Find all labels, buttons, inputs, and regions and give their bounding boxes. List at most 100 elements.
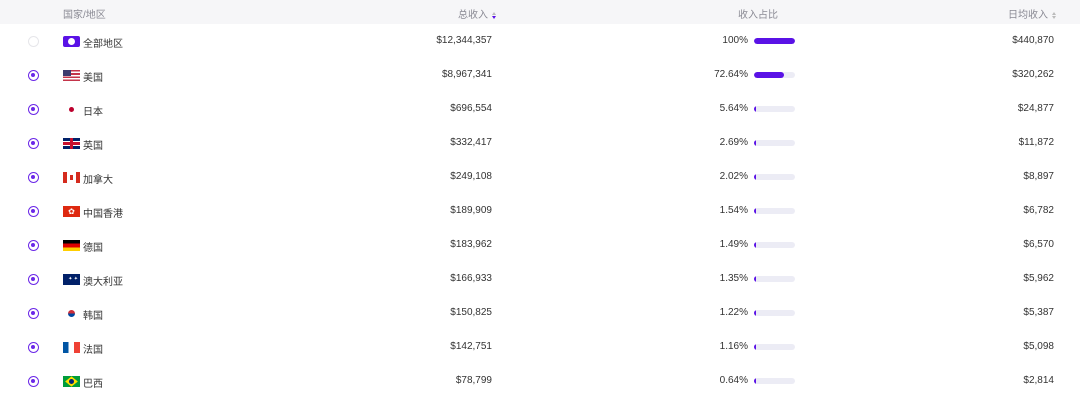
revenue-share-bar <box>754 276 795 282</box>
hk-flag-icon: ✿ <box>63 206 80 217</box>
daily-revenue: $320,262 <box>1012 69 1054 80</box>
revenue-share-bar <box>754 174 795 180</box>
gb-flag-icon <box>63 138 80 149</box>
row-select-radio[interactable] <box>28 138 39 149</box>
row-select-radio[interactable] <box>28 376 39 387</box>
daily-revenue: $2,814 <box>1023 375 1054 386</box>
country-name: 澳大利亚 <box>83 277 123 288</box>
revenue-share-percent: 1.35% <box>719 273 748 284</box>
table-header: 国家/地区 总收入 收入占比 日均收入 <box>0 0 1080 24</box>
row-select-radio[interactable] <box>28 36 39 47</box>
revenue-share-percent: 1.54% <box>719 205 748 216</box>
total-revenue: $249,108 <box>450 171 492 182</box>
total-revenue: $332,417 <box>450 137 492 148</box>
total-revenue: $150,825 <box>450 307 492 318</box>
country-name: 德国 <box>83 243 103 254</box>
revenue-share-percent: 1.16% <box>719 341 748 352</box>
total-revenue: $8,967,341 <box>441 69 492 80</box>
total-revenue: $189,909 <box>450 205 492 216</box>
au-flag-icon: ✦ ✦ <box>63 274 80 285</box>
table-row[interactable]: 韩国 $150,825 1.22% $5,387 <box>0 296 1080 330</box>
country-name: 法国 <box>83 345 103 356</box>
row-select-radio[interactable] <box>28 172 39 183</box>
daily-revenue: $5,387 <box>1023 307 1054 318</box>
revenue-share-bar-fill <box>754 140 756 146</box>
row-select-radio[interactable] <box>28 308 39 319</box>
daily-revenue: $6,782 <box>1023 205 1054 216</box>
revenue-share-bar-fill <box>754 344 756 350</box>
revenue-share-percent: 2.69% <box>719 137 748 148</box>
revenue-share-bar <box>754 208 795 214</box>
revenue-share-bar <box>754 344 795 350</box>
table-row[interactable]: ✿ 中国香港 $189,909 1.54% $6,782 <box>0 194 1080 228</box>
ca-flag-icon <box>63 172 80 183</box>
revenue-share-bar <box>754 38 795 44</box>
revenue-share-percent: 0.64% <box>719 375 748 386</box>
daily-revenue-column-header[interactable]: 日均收入 <box>1008 6 1058 21</box>
sort-icon[interactable] <box>1052 12 1058 19</box>
daily-revenue: $6,570 <box>1023 239 1054 250</box>
country-name: 日本 <box>83 107 103 118</box>
country-name: 美国 <box>83 73 103 84</box>
table-row[interactable]: 美国 $8,967,341 72.64% $320,262 <box>0 58 1080 92</box>
revenue-share-bar <box>754 72 795 78</box>
revenue-share-percent: 2.02% <box>719 171 748 182</box>
daily-revenue: $11,872 <box>1018 137 1054 148</box>
sort-icon[interactable] <box>492 12 498 19</box>
revenue-share-bar-fill <box>754 72 784 78</box>
table-row[interactable]: 加拿大 $249,108 2.02% $8,897 <box>0 160 1080 194</box>
row-select-radio[interactable] <box>28 70 39 81</box>
country-column-header: 国家/地区 <box>63 10 106 21</box>
table-row[interactable]: 德国 $183,962 1.49% $6,570 <box>0 228 1080 262</box>
revenue-share-bar-fill <box>754 106 757 112</box>
total-revenue-column-header[interactable]: 总收入 <box>458 6 498 21</box>
revenue-share-bar-fill <box>754 276 756 282</box>
country-name: 加拿大 <box>83 175 113 186</box>
total-revenue: $696,554 <box>450 103 492 114</box>
total-revenue: $12,344,357 <box>436 35 492 46</box>
revenue-share-bar-fill <box>754 378 756 384</box>
revenue-share-percent: 5.64% <box>719 103 748 114</box>
all-regions-icon <box>63 36 80 47</box>
total-revenue: $142,751 <box>450 341 492 352</box>
daily-revenue-label: 日均收入 <box>1008 10 1048 21</box>
table-row[interactable]: 日本 $696,554 5.64% $24,877 <box>0 92 1080 126</box>
jp-flag-icon <box>63 104 80 115</box>
total-revenue: $78,799 <box>455 375 492 386</box>
us-flag-icon <box>63 70 80 81</box>
fr-flag-icon <box>63 342 80 353</box>
revenue-share-column-header: 收入占比 <box>738 10 778 21</box>
country-name: 英国 <box>83 141 103 152</box>
daily-revenue: $5,962 <box>1023 273 1054 284</box>
country-name: 巴西 <box>83 379 103 390</box>
table-row[interactable]: 英国 $332,417 2.69% $11,872 <box>0 126 1080 160</box>
row-select-radio[interactable] <box>28 104 39 115</box>
row-select-radio[interactable] <box>28 274 39 285</box>
row-select-radio[interactable] <box>28 240 39 251</box>
table-row[interactable]: 全部地区 $12,344,357 100% $440,870 <box>0 24 1080 58</box>
revenue-share-percent: 72.64% <box>714 69 748 80</box>
row-select-radio[interactable] <box>28 206 39 217</box>
de-flag-icon <box>63 240 80 251</box>
table-row[interactable]: 巴西 $78,799 0.64% $2,814 <box>0 364 1080 398</box>
row-select-radio[interactable] <box>28 342 39 353</box>
revenue-share-bar-fill <box>754 242 756 248</box>
table-row[interactable]: 法国 $142,751 1.16% $5,098 <box>0 330 1080 364</box>
daily-revenue: $8,897 <box>1023 171 1054 182</box>
kr-flag-icon <box>63 308 80 319</box>
revenue-share-bar <box>754 106 795 112</box>
revenue-share-bar <box>754 378 795 384</box>
daily-revenue: $440,870 <box>1012 35 1054 46</box>
daily-revenue: $24,877 <box>1017 103 1054 114</box>
revenue-share-bar-fill <box>754 208 756 214</box>
revenue-share-percent: 100% <box>722 35 748 46</box>
revenue-share-bar-fill <box>754 310 756 316</box>
revenue-share-percent: 1.22% <box>719 307 748 318</box>
br-flag-icon <box>63 376 80 387</box>
table-row[interactable]: ✦ ✦ 澳大利亚 $166,933 1.35% $5,962 <box>0 262 1080 296</box>
country-name: 中国香港 <box>83 209 123 220</box>
revenue-share-bar-fill <box>754 174 756 180</box>
revenue-share-bar <box>754 140 795 146</box>
revenue-share-percent: 1.49% <box>719 239 748 250</box>
total-revenue-label: 总收入 <box>458 10 488 21</box>
